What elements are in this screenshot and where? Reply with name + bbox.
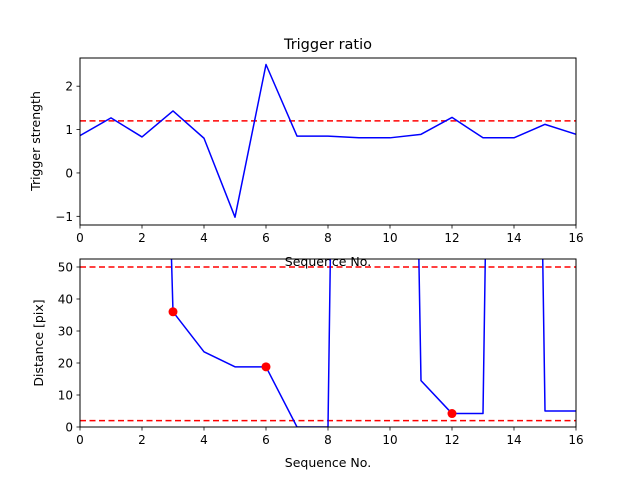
data-point-marker [168, 307, 178, 317]
x-tick-label: 16 [568, 433, 583, 447]
x-tick-label: 12 [444, 231, 459, 245]
x-axis-label: Sequence No. [285, 254, 371, 269]
series-line [80, 63, 576, 218]
y-tick-label: 10 [58, 389, 73, 403]
series-line [541, 259, 576, 412]
series-line [170, 259, 332, 427]
x-tick-label: 14 [506, 231, 521, 245]
x-tick-label: 4 [200, 231, 208, 245]
y-tick-label: 0 [65, 421, 73, 435]
x-tick-label: 0 [76, 433, 84, 447]
data-point-marker [447, 409, 457, 419]
y-tick-label: 1 [65, 123, 73, 137]
y-tick-label: 50 [58, 261, 73, 275]
plot-area [80, 63, 576, 218]
chart-distance: 0 2 4 6 8 10 12 14 16 0 10 20 30 40 50 Sequence No. D… [31, 258, 584, 470]
x-tick-label: 16 [568, 231, 583, 245]
chart-title: Trigger ratio [283, 37, 372, 53]
x-tick-label: 8 [324, 433, 332, 447]
plot-area [80, 259, 576, 427]
x-tick-label: 6 [262, 433, 270, 447]
x-tick-label: 8 [324, 231, 332, 245]
y-tick-label: 40 [58, 293, 73, 307]
y-tick-label: −1 [55, 210, 73, 224]
x-tick-label: 0 [76, 231, 84, 245]
x-tick-label: 10 [382, 231, 397, 245]
y-tick-label: 30 [58, 325, 73, 339]
y-tick-label: 0 [65, 166, 73, 180]
y-axis: 0 10 20 30 40 50 [58, 261, 80, 435]
x-axis-label: Sequence No. [285, 455, 371, 470]
axes-frame [79, 57, 577, 226]
x-tick-label: 2 [138, 231, 146, 245]
x-axis: 0 2 4 6 8 10 12 14 16 [76, 225, 584, 245]
x-tick-label: 4 [200, 433, 208, 447]
x-tick-label: 10 [382, 433, 397, 447]
y-axis-label: Distance [pix] [31, 299, 46, 386]
y-axis-label: Trigger strength [28, 91, 43, 192]
data-point-marker [261, 362, 271, 372]
x-tick-label: 6 [262, 231, 270, 245]
x-axis: 0 2 4 6 8 10 12 14 16 [76, 427, 584, 447]
y-axis: −1 0 1 2 [55, 80, 80, 224]
x-tick-label: 12 [444, 433, 459, 447]
y-tick-label: 2 [65, 80, 73, 94]
y-tick-label: 20 [58, 357, 73, 371]
x-tick-label: 14 [506, 433, 521, 447]
x-tick-label: 2 [138, 433, 146, 447]
